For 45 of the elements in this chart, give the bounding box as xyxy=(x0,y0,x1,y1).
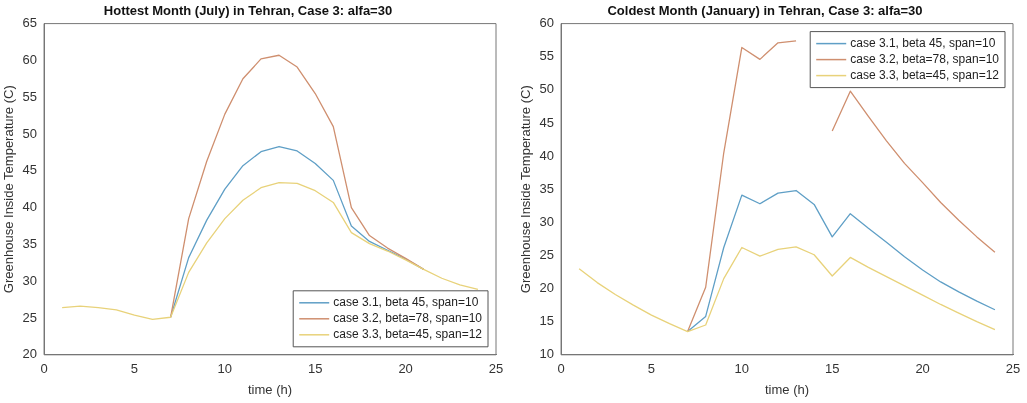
legend-label: case 3.1, beta 45, span=10 xyxy=(850,35,996,50)
legend-label: case 3.2, beta=78, span=10 xyxy=(850,51,1000,66)
y-tick-label: 30 xyxy=(22,272,38,288)
x-tick-label: 0 xyxy=(557,361,565,377)
x-tick-label: 0 xyxy=(40,361,48,377)
x-tick-label: 25 xyxy=(488,361,504,377)
y-tick-label: 20 xyxy=(539,280,555,296)
x-axis-title: time (h) xyxy=(765,381,810,397)
y-tick-label: 50 xyxy=(22,125,38,141)
chart-title: Hottest Month (July) in Tehran, Case 3: alfa=30 xyxy=(103,3,393,19)
y-tick-label: 25 xyxy=(539,247,555,263)
x-tick-label: 25 xyxy=(1005,361,1021,377)
y-tick-label: 65 xyxy=(22,15,38,31)
x-tick-label: 5 xyxy=(647,361,656,377)
x-tick-label: 20 xyxy=(398,361,413,377)
x-tick-label: 20 xyxy=(915,361,930,377)
x-tick-label: 5 xyxy=(130,361,139,377)
y-tick-label: 35 xyxy=(22,235,38,251)
y-tick-label: 40 xyxy=(539,147,555,163)
y-axis-title: Greenhouse Inside Temperature (C) xyxy=(518,85,534,294)
y-tick-label: 35 xyxy=(539,180,555,196)
legend-label: case 3.3, beta=45, span=12 xyxy=(850,67,1000,82)
legend-label: case 3.3, beta=45, span=12 xyxy=(333,327,483,342)
chart-title: Coldest Month (January) in Tehran, Case 3: alfa=30 xyxy=(607,3,923,19)
y-tick-label: 25 xyxy=(22,309,38,325)
y-axis-title: Greenhouse Inside Temperature (C) xyxy=(1,85,17,294)
y-tick-label: 15 xyxy=(539,313,555,329)
y-tick-label: 20 xyxy=(22,346,38,362)
x-tick-label: 10 xyxy=(217,361,233,377)
y-tick-label: 40 xyxy=(22,199,38,215)
x-axis-title: time (h) xyxy=(248,381,293,397)
y-tick-label: 55 xyxy=(22,88,38,104)
x-tick-label: 15 xyxy=(307,361,323,377)
y-tick-label: 60 xyxy=(539,15,555,31)
x-tick-label: 15 xyxy=(824,361,840,377)
y-tick-label: 10 xyxy=(539,346,555,362)
y-tick-label: 50 xyxy=(539,81,555,97)
y-tick-label: 60 xyxy=(22,51,38,67)
y-tick-label: 45 xyxy=(22,162,38,178)
y-tick-label: 30 xyxy=(539,213,555,229)
legend-label: case 3.2, beta=78, span=10 xyxy=(333,311,483,326)
y-tick-label: 45 xyxy=(539,114,555,130)
legend-label: case 3.1, beta 45, span=10 xyxy=(333,295,479,310)
y-tick-label: 55 xyxy=(539,48,555,64)
x-tick-label: 10 xyxy=(734,361,750,377)
